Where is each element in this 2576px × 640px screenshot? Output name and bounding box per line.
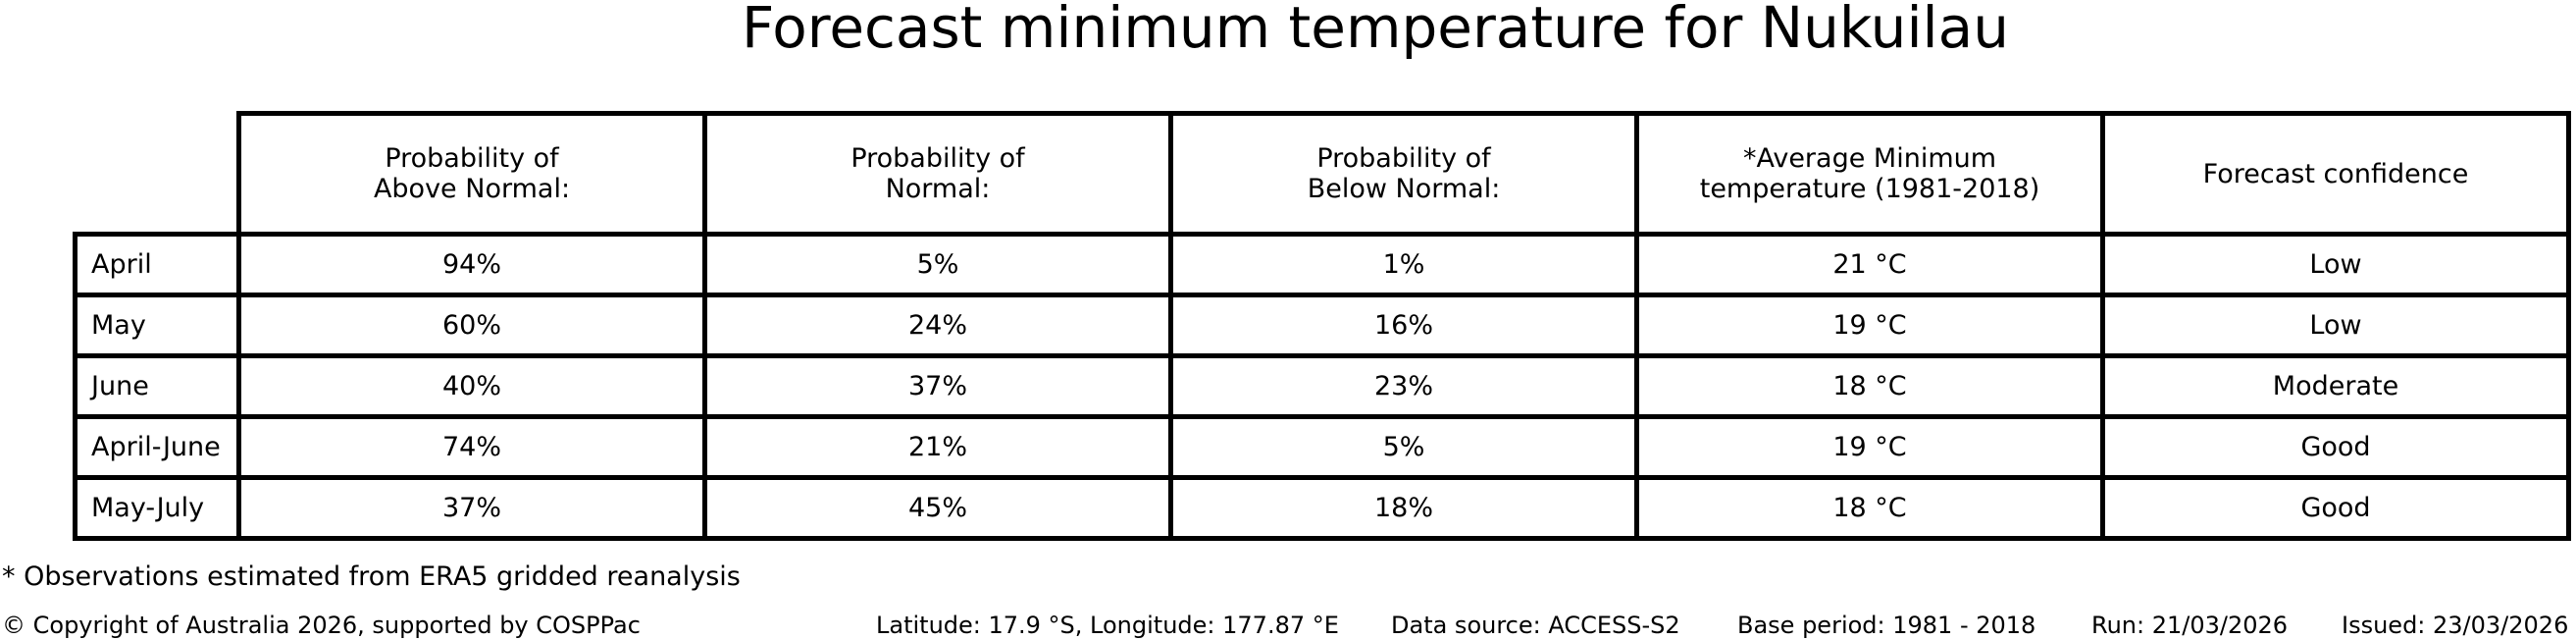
table-row: May-July 37% 45% 18% 18 °C Good bbox=[73, 475, 2571, 541]
cell-apriljune-normal: 21% bbox=[702, 414, 1173, 480]
column-header-forecast-confidence: Forecast confidence bbox=[2100, 111, 2571, 237]
cell-apriljune-above: 74% bbox=[236, 414, 707, 480]
cell-june-below: 23% bbox=[1168, 353, 1639, 419]
cell-may-above: 60% bbox=[236, 293, 707, 358]
table-corner-cell bbox=[76, 114, 239, 235]
cell-april-confidence: Low bbox=[2100, 232, 2571, 297]
table-row: April-June 74% 21% 5% 19 °C Good bbox=[73, 414, 2571, 480]
cell-june-above: 40% bbox=[236, 353, 707, 419]
table-row: May 60% 24% 16% 19 °C Low bbox=[73, 293, 2571, 358]
cell-apriljune-confidence: Good bbox=[2100, 414, 2571, 480]
table-row: April 94% 5% 1% 21 °C Low bbox=[73, 232, 2571, 297]
copyright-text: © Copyright of Australia 2026, supported… bbox=[2, 612, 641, 639]
cell-june-confidence: Moderate bbox=[2100, 353, 2571, 419]
row-label-april: April bbox=[73, 232, 241, 297]
column-header-above-normal: Probability of Above Normal: bbox=[236, 111, 707, 237]
cell-apriljune-avgmin: 19 °C bbox=[1634, 414, 2105, 480]
table-row: June 40% 37% 23% 18 °C Moderate bbox=[73, 353, 2571, 419]
observations-footnote: * Observations estimated from ERA5 gridd… bbox=[2, 561, 741, 592]
forecast-table: Probability of Above Normal: Probability… bbox=[73, 111, 2571, 541]
cell-june-avgmin: 18 °C bbox=[1634, 353, 2105, 419]
cell-mayjuly-confidence: Good bbox=[2100, 475, 2571, 541]
cell-may-below: 16% bbox=[1168, 293, 1639, 358]
row-label-may: May bbox=[73, 293, 241, 358]
data-source-text: Data source: ACCESS-S2 bbox=[1391, 612, 1680, 639]
row-label-april-june: April-June bbox=[73, 414, 241, 480]
cell-april-above: 94% bbox=[236, 232, 707, 297]
row-label-june: June bbox=[73, 353, 241, 419]
cell-may-avgmin: 19 °C bbox=[1634, 293, 2105, 358]
page-title: Forecast minimum temperature for Nukuila… bbox=[742, 0, 2009, 61]
table-header-row: Probability of Above Normal: Probability… bbox=[76, 111, 2571, 237]
cell-april-below: 1% bbox=[1168, 232, 1639, 297]
cell-mayjuly-below: 18% bbox=[1168, 475, 1639, 541]
column-header-average-minimum: *Average Minimum temperature (1981-2018) bbox=[1634, 111, 2105, 237]
cell-may-normal: 24% bbox=[702, 293, 1173, 358]
column-header-normal: Probability of Normal: bbox=[702, 111, 1173, 237]
cell-apriljune-below: 5% bbox=[1168, 414, 1639, 480]
cell-mayjuly-avgmin: 18 °C bbox=[1634, 475, 2105, 541]
cell-june-normal: 37% bbox=[702, 353, 1173, 419]
column-header-below-normal: Probability of Below Normal: bbox=[1168, 111, 1639, 237]
cell-mayjuly-above: 37% bbox=[236, 475, 707, 541]
base-period-text: Base period: 1981 - 2018 bbox=[1737, 612, 2036, 639]
location-text: Latitude: 17.9 °S, Longitude: 177.87 °E bbox=[876, 612, 1339, 639]
cell-april-normal: 5% bbox=[702, 232, 1173, 297]
cell-may-confidence: Low bbox=[2100, 293, 2571, 358]
row-label-may-july: May-July bbox=[73, 475, 241, 541]
cell-mayjuly-normal: 45% bbox=[702, 475, 1173, 541]
cell-april-avgmin: 21 °C bbox=[1634, 232, 2105, 297]
issued-date-text: Issued: 23/03/2026 bbox=[2342, 612, 2569, 639]
run-date-text: Run: 21/03/2026 bbox=[2091, 612, 2289, 639]
